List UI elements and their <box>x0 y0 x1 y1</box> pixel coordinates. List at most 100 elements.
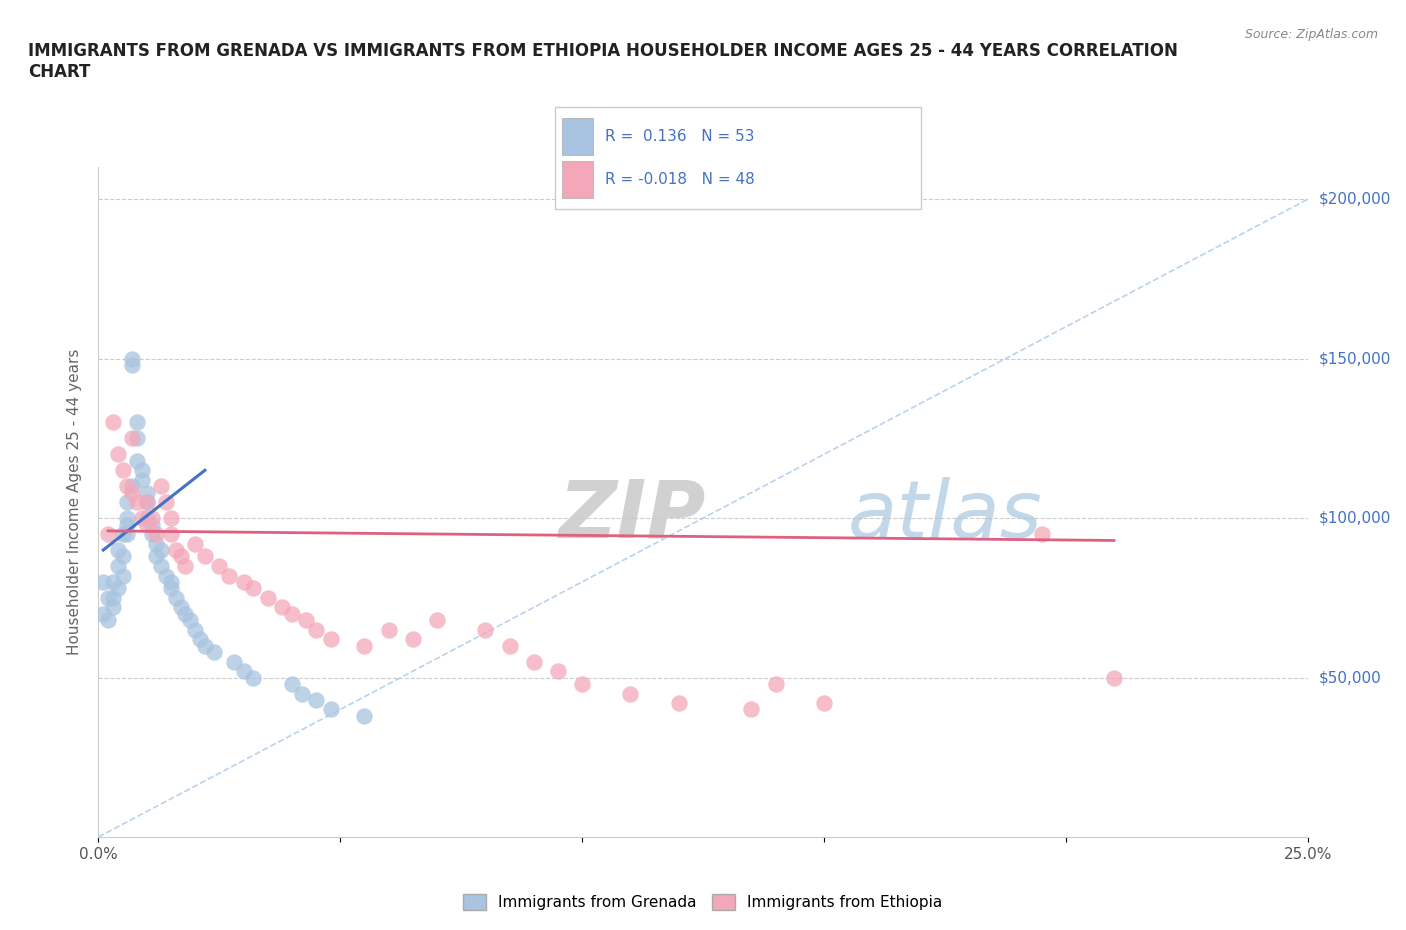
Point <box>141 526 163 541</box>
Point <box>305 622 328 637</box>
Point <box>121 431 143 445</box>
Point <box>127 415 149 430</box>
Point <box>135 511 157 525</box>
Point <box>174 606 197 621</box>
Point <box>127 431 149 445</box>
Text: IMMIGRANTS FROM GRENADA VS IMMIGRANTS FROM ETHIOPIA HOUSEHOLDER INCOME AGES 25 -: IMMIGRANTS FROM GRENADA VS IMMIGRANTS FR… <box>28 42 1178 81</box>
Point <box>155 568 177 583</box>
Point <box>160 526 183 541</box>
Point <box>131 511 153 525</box>
Point <box>184 537 207 551</box>
Point <box>165 591 187 605</box>
Point <box>305 693 328 708</box>
Point <box>145 549 167 564</box>
Text: atlas: atlas <box>848 476 1043 554</box>
Point <box>111 526 134 541</box>
Point <box>121 485 143 500</box>
Point <box>290 686 312 701</box>
Point <box>1031 526 1053 541</box>
Point <box>127 453 149 468</box>
Legend: Immigrants from Grenada, Immigrants from Ethiopia: Immigrants from Grenada, Immigrants from… <box>457 888 949 916</box>
Point <box>353 638 375 653</box>
Point <box>145 526 167 541</box>
Point <box>135 485 157 500</box>
Text: $100,000: $100,000 <box>1319 511 1391 525</box>
Point <box>121 352 143 366</box>
Text: R = -0.018   N = 48: R = -0.018 N = 48 <box>605 172 755 187</box>
Point <box>169 600 191 615</box>
Point <box>281 676 304 691</box>
Point <box>813 696 835 711</box>
Point <box>222 654 245 669</box>
Point <box>160 511 183 525</box>
Point <box>135 495 157 510</box>
Point <box>740 702 762 717</box>
Point <box>160 581 183 596</box>
Point <box>194 549 217 564</box>
Point <box>101 591 124 605</box>
Point <box>111 549 134 564</box>
Point <box>117 526 139 541</box>
Point <box>117 517 139 532</box>
Point <box>135 495 157 510</box>
Point <box>117 495 139 510</box>
Point <box>101 415 124 430</box>
Point <box>204 644 226 659</box>
Point <box>131 463 153 478</box>
Point <box>1102 671 1125 685</box>
Point <box>256 591 278 605</box>
Point <box>174 559 197 574</box>
Point <box>107 559 129 574</box>
Point <box>169 549 191 564</box>
Point <box>101 575 124 590</box>
Point <box>232 664 254 679</box>
Point <box>295 613 318 628</box>
Point <box>107 447 129 462</box>
Point <box>111 463 134 478</box>
Point <box>160 575 183 590</box>
Point <box>101 600 124 615</box>
Point <box>121 479 143 494</box>
Point <box>97 591 120 605</box>
Point <box>242 671 264 685</box>
Point <box>218 568 240 583</box>
Point <box>619 686 641 701</box>
Point <box>155 495 177 510</box>
Point <box>402 631 425 646</box>
Point <box>97 613 120 628</box>
Point <box>188 631 211 646</box>
Point <box>179 613 201 628</box>
Point <box>111 568 134 583</box>
Point <box>353 709 375 724</box>
Point <box>319 702 342 717</box>
Point <box>184 622 207 637</box>
Text: $50,000: $50,000 <box>1319 671 1382 685</box>
Point <box>145 537 167 551</box>
Point <box>150 542 173 557</box>
Point <box>765 676 787 691</box>
Point <box>426 613 449 628</box>
Point <box>141 511 163 525</box>
Point <box>319 631 342 646</box>
Point <box>194 638 217 653</box>
Point <box>668 696 690 711</box>
Point <box>271 600 294 615</box>
Text: $200,000: $200,000 <box>1319 192 1391 206</box>
Point <box>474 622 496 637</box>
Point <box>141 517 163 532</box>
Point <box>127 495 149 510</box>
Point <box>208 559 231 574</box>
Point <box>117 479 139 494</box>
Point <box>547 664 569 679</box>
Text: $150,000: $150,000 <box>1319 352 1391 366</box>
Point <box>165 542 187 557</box>
Point <box>498 638 520 653</box>
Point <box>97 526 120 541</box>
Point <box>117 511 139 525</box>
Point <box>150 479 173 494</box>
Point <box>107 542 129 557</box>
Text: R =  0.136   N = 53: R = 0.136 N = 53 <box>605 129 754 144</box>
Point <box>131 472 153 487</box>
Point <box>107 581 129 596</box>
Text: ZIP: ZIP <box>558 476 706 554</box>
